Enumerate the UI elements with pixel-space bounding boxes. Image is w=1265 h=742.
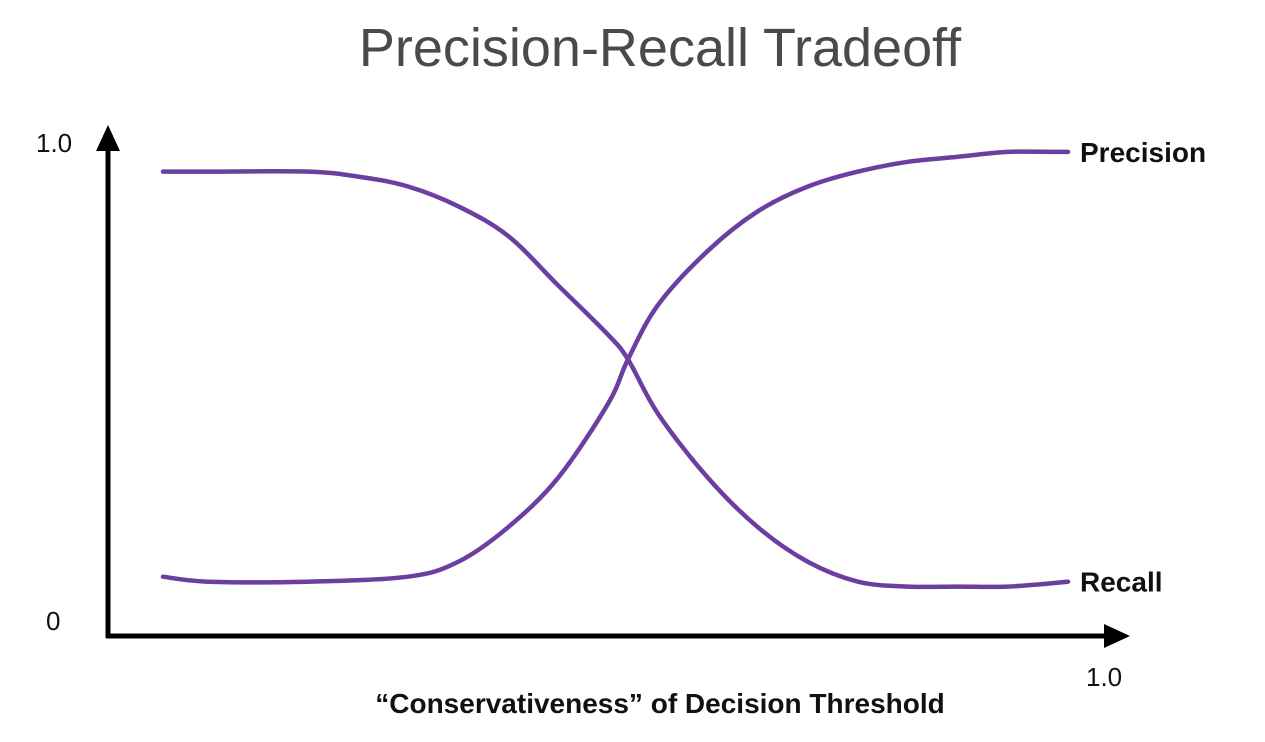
y-axis (96, 125, 120, 638)
y-tick-label-max: 1.0 (36, 128, 72, 158)
precision-series-label: Precision (1080, 137, 1206, 168)
recall-series-label: Recall (1080, 567, 1163, 598)
chart-title: Precision-Recall Tradeoff (359, 18, 962, 78)
series-layer: Precision Recall (160, 137, 1206, 598)
precision-line (160, 149, 1071, 585)
x-axis-label: “Conservativeness” of Decision Threshold (375, 688, 945, 719)
x-tick-label-max: 1.0 (1086, 662, 1122, 692)
y-tick-label-zero: 0 (46, 606, 60, 636)
x-axis (106, 624, 1130, 648)
x-axis-arrowhead (1104, 624, 1130, 648)
y-axis-arrowhead (96, 125, 120, 151)
recall-line (160, 168, 1071, 590)
